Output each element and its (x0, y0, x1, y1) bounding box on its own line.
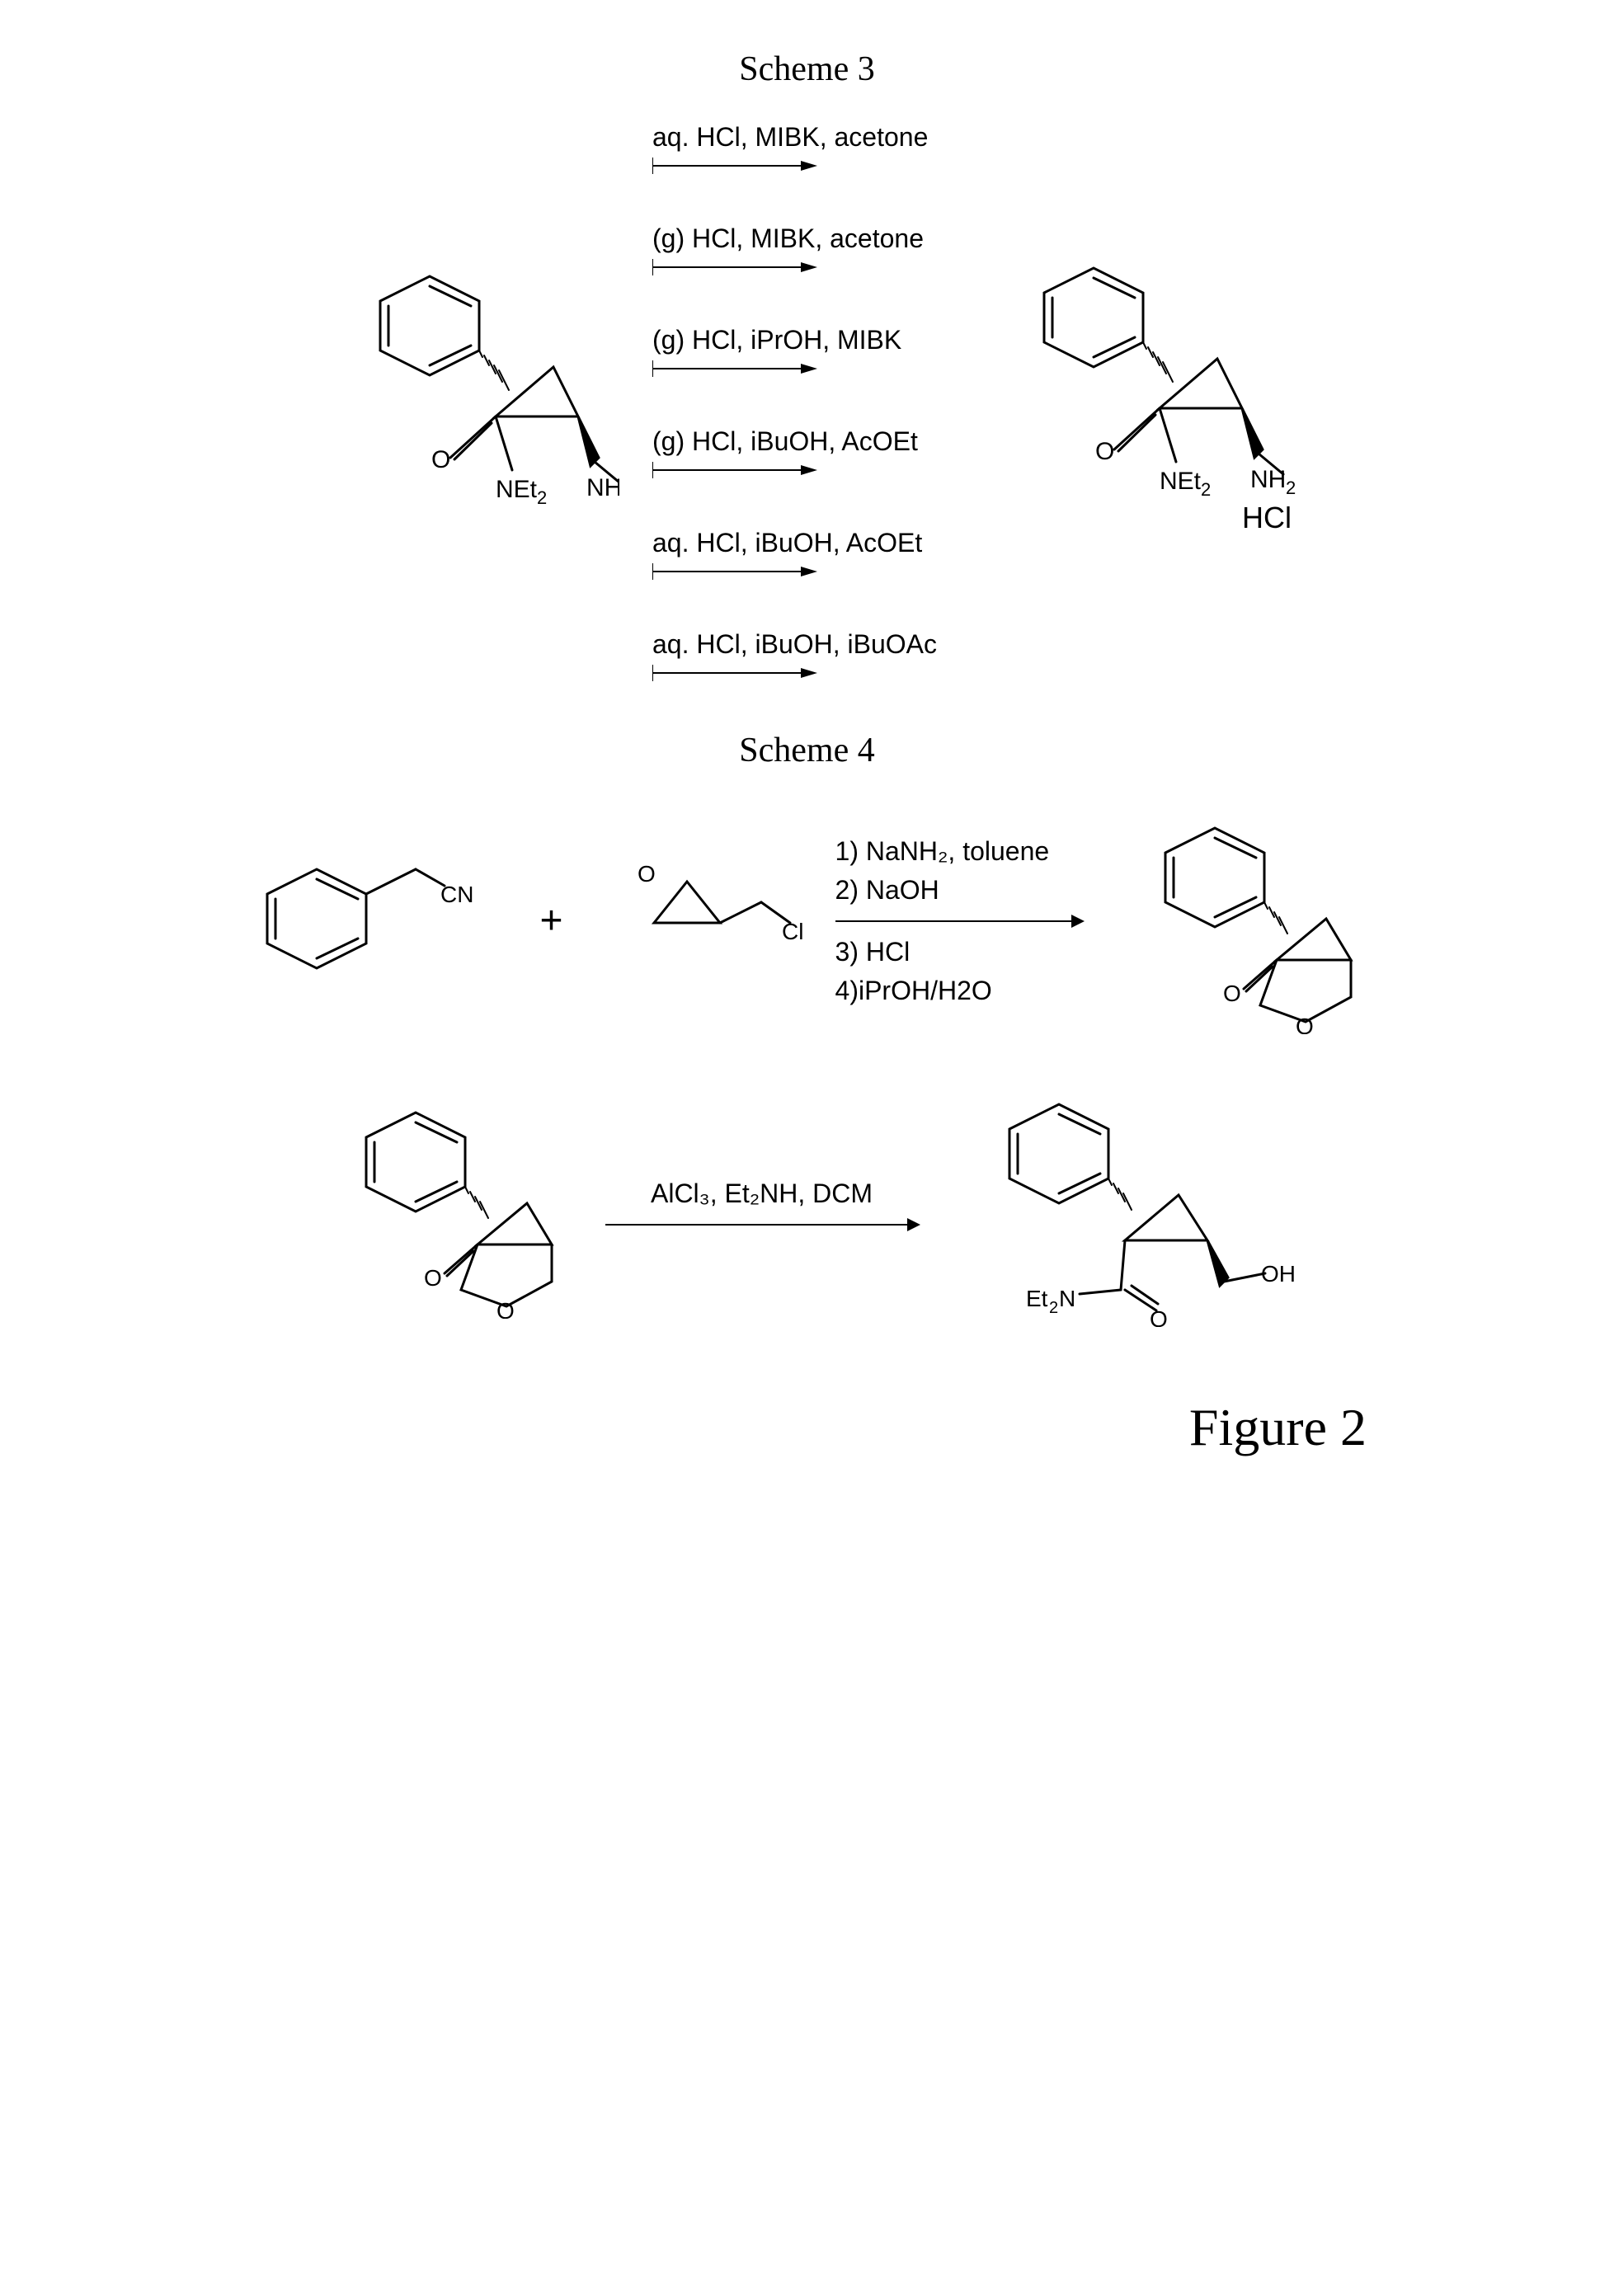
scheme-3-layout: O NEt 2 NH 2 aq. HCl, MIBK, acetone (g) … (82, 122, 1532, 681)
salt-counterion: HCl (1242, 501, 1292, 534)
reaction-arrow-icon (652, 462, 817, 478)
epichlorohydrin: O Cl (621, 857, 802, 985)
scheme3-starting-material: O NEt 2 NH 2 (306, 252, 619, 553)
svg-text:NEt: NEt (496, 476, 538, 503)
scheme4-step2-row: O O AlCl₃, Et₂NH, DCM (82, 1080, 1532, 1331)
reaction-arrow-icon (605, 1224, 919, 1226)
svg-text:Et: Et (1026, 1286, 1048, 1311)
phenylacetonitrile: CN (242, 836, 482, 1005)
reaction-arrow-icon (652, 360, 817, 377)
reaction-arrow-icon (652, 158, 817, 174)
condition-row: aq. HCl, iBuOH, AcOEt (652, 528, 937, 580)
svg-text:O: O (1296, 1014, 1314, 1034)
svg-text:O: O (431, 446, 450, 473)
condition-text: 1) NaNH₂, toluene (835, 836, 1050, 867)
condition-text: 4)iPrOH/H2O (835, 976, 992, 1006)
svg-text:OH: OH (1261, 1261, 1296, 1287)
scheme-4-section: Scheme 4 CN + (82, 731, 1532, 1331)
svg-text:N: N (1059, 1286, 1075, 1311)
condition-row: (g) HCl, iBuOH, AcOEt (652, 426, 937, 478)
reaction-arrow-icon (652, 665, 817, 681)
figure-caption: Figure 2 (82, 1397, 1532, 1458)
condition-text: 3) HCl (835, 937, 911, 967)
svg-text:2: 2 (1049, 1299, 1058, 1317)
svg-text:O: O (496, 1298, 515, 1319)
svg-text:2: 2 (1201, 479, 1211, 500)
svg-text:NH: NH (1250, 466, 1286, 493)
svg-text:O: O (1223, 981, 1241, 1006)
svg-text:NEt: NEt (1160, 468, 1202, 495)
bicyclic-lactone-start: O O (317, 1088, 572, 1323)
condition-label: (g) HCl, iPrOH, MIBK (652, 325, 901, 355)
scheme3-product: O NEt 2 NH 2 HCl (970, 243, 1308, 561)
condition-row: (g) HCl, iPrOH, MIBK (652, 325, 937, 377)
condition-label: aq. HCl, MIBK, acetone (652, 122, 928, 153)
svg-text:O: O (424, 1265, 442, 1291)
condition-row: (g) HCl, MIBK, acetone (652, 223, 937, 275)
svg-text:O: O (1150, 1306, 1168, 1327)
scheme-3-section: Scheme 3 (82, 49, 1532, 681)
plus-icon: + (515, 898, 587, 943)
condition-text: AlCl₃, Et₂NH, DCM (651, 1179, 873, 1209)
svg-text:O: O (1095, 438, 1114, 465)
scheme3-conditions-column: aq. HCl, MIBK, acetone (g) HCl, MIBK, ac… (652, 122, 937, 681)
reaction-arrow-icon (652, 259, 817, 275)
condition-label: aq. HCl, iBuOH, iBuOAc (652, 629, 937, 660)
condition-row: aq. HCl, MIBK, acetone (652, 122, 937, 174)
condition-text: 2) NaOH (835, 875, 939, 906)
scheme-4-title: Scheme 4 (82, 731, 1532, 770)
amide-alcohol-product: Et 2 N O OH (952, 1080, 1298, 1331)
svg-text:NH: NH (586, 474, 619, 501)
condition-label: (g) HCl, MIBK, acetone (652, 223, 924, 254)
bicyclic-lactone-product: O O (1116, 803, 1372, 1038)
condition-label: aq. HCl, iBuOH, AcOEt (652, 528, 922, 558)
condition-label: (g) HCl, iBuOH, AcOEt (652, 426, 918, 457)
svg-text:2: 2 (537, 487, 547, 508)
reaction-arrow-icon (652, 563, 817, 580)
svg-text:O: O (638, 861, 656, 887)
scheme4-step1-row: CN + O Cl 1) NaNH₂, toluene 2) NaOH 3) H… (82, 803, 1532, 1038)
scheme4-step1-conditions: 1) NaNH₂, toluene 2) NaOH 3) HCl 4)iPrOH… (835, 836, 1083, 1006)
scheme4-step2-conditions: AlCl₃, Et₂NH, DCM (605, 1179, 919, 1232)
svg-text:Cl: Cl (782, 919, 802, 944)
scheme-3-title: Scheme 3 (82, 49, 1532, 89)
condition-row: aq. HCl, iBuOH, iBuOAc (652, 629, 937, 681)
reaction-arrow-icon (835, 920, 1083, 922)
svg-text:2: 2 (1286, 478, 1296, 498)
svg-text:CN: CN (440, 882, 473, 907)
